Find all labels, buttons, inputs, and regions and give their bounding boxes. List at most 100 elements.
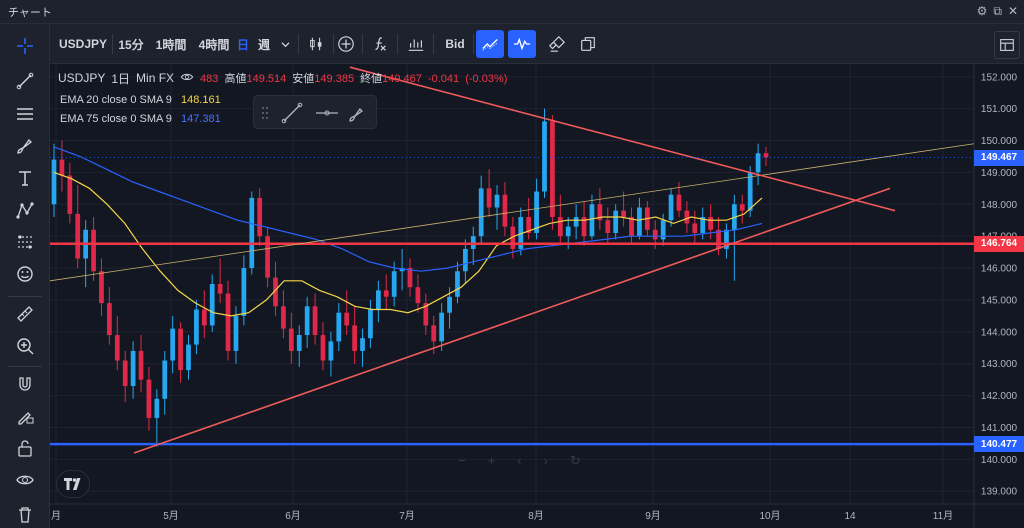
bid-button[interactable]: Bid (445, 37, 465, 51)
candle-body (138, 350, 144, 380)
crosshair-icon[interactable] (9, 32, 41, 60)
candle-body (518, 217, 524, 249)
templates-icon[interactable] (404, 30, 428, 58)
scroll-left-icon[interactable]: ‹ (517, 453, 522, 468)
reset-icon[interactable]: ↻ (569, 453, 581, 468)
candle-body (75, 213, 81, 259)
chart-legend: USDJPY 1日 Min FX 483 高値149.514 安値149.385… (58, 69, 507, 87)
chevron-down-icon[interactable] (278, 30, 292, 58)
settings-icon[interactable]: ⚙ (976, 4, 988, 18)
scroll-right-icon[interactable]: › (543, 453, 548, 468)
candle-body (114, 335, 120, 361)
window-buttons: ⚙ ⧉ ✕ (977, 4, 1018, 19)
text-icon[interactable] (9, 164, 41, 192)
timeframe-15m[interactable]: 15分 (118, 37, 144, 52)
candle-body (557, 217, 563, 237)
timeframe-daily[interactable]: 日 (236, 37, 249, 52)
candle-body (312, 306, 318, 336)
symbol-button[interactable]: USDJPY (58, 37, 108, 51)
eye-icon[interactable] (180, 70, 194, 87)
horizontal-ray-icon[interactable] (316, 110, 338, 116)
candle-body (621, 210, 626, 218)
candle-body (107, 303, 112, 336)
candle-body (700, 217, 706, 233)
unlock-icon[interactable] (9, 434, 41, 462)
pattern-icon[interactable] (9, 196, 41, 224)
candle-body (415, 287, 421, 304)
candle-body (478, 188, 484, 237)
candle-body (763, 153, 769, 158)
candle-body (383, 290, 389, 297)
line-tool-icon[interactable] (281, 102, 303, 124)
candle-body (146, 379, 152, 418)
trash-icon[interactable] (9, 500, 41, 528)
layout-icon[interactable] (576, 30, 600, 58)
trendline-lower (133, 187, 891, 454)
pulse-icon[interactable] (508, 30, 536, 58)
candle-body (581, 217, 587, 237)
brush-tool-icon[interactable] (349, 107, 364, 122)
candle-body (186, 344, 191, 371)
candle-body (368, 309, 373, 339)
candle-body (439, 312, 445, 342)
indicators-icon[interactable] (368, 30, 392, 58)
trend-icon[interactable] (476, 30, 504, 58)
horizontal-lines-icon[interactable] (9, 100, 41, 128)
candle-body (320, 335, 326, 361)
y-tick-label: 139.000 (981, 487, 1018, 498)
add-compare-icon[interactable] (335, 30, 357, 58)
x-tick-label: 11月 (933, 510, 953, 522)
candle-type-icon[interactable] (304, 30, 328, 58)
timeframe-1h[interactable]: 1時間 (155, 37, 187, 52)
candle-body (399, 268, 405, 272)
candle-body (391, 271, 397, 297)
brush-icon[interactable] (9, 132, 41, 160)
x-tick-label: 14 (844, 511, 856, 522)
ruler-icon[interactable] (9, 300, 41, 328)
zoom-out-icon[interactable]: − (458, 453, 466, 468)
magnet-icon[interactable] (9, 370, 41, 398)
y-tick-label: 151.000 (981, 104, 1018, 115)
eye-icon[interactable] (9, 466, 41, 494)
fullscreen-icon[interactable] (994, 31, 1020, 59)
y-tick-label: 143.000 (981, 359, 1018, 370)
trendline-upper (349, 66, 896, 212)
legend-high-label: 高値 (224, 73, 247, 85)
close-icon[interactable]: ✕ (1007, 4, 1018, 18)
brush-clear-icon[interactable] (544, 30, 570, 58)
candle-body (676, 194, 682, 211)
zoom-in-icon[interactable] (9, 332, 41, 360)
candle-body (494, 194, 500, 208)
emoji-icon[interactable] (9, 260, 41, 288)
candle-body (605, 220, 611, 233)
candle-body (288, 328, 294, 351)
candle-body (463, 248, 468, 272)
candle-body (241, 268, 247, 316)
legend-ema20[interactable]: EMA 20 close 0 SMA 9 148.161 (60, 94, 221, 106)
zoom-in-icon[interactable]: + (487, 453, 496, 468)
trend-line-icon[interactable] (9, 67, 41, 95)
prediction-icon[interactable] (9, 228, 41, 256)
candle-body (431, 325, 437, 342)
drag-handle-icon[interactable] (262, 107, 268, 119)
y-tick-label: 149.000 (981, 168, 1018, 179)
legend-ema75[interactable]: EMA 75 close 0 SMA 9 147.381 (60, 113, 221, 125)
candle-body (257, 197, 263, 237)
tradingview-logo (56, 470, 90, 498)
price-chart[interactable]: 152.000151.000150.000149.000148.000147.0… (50, 64, 1024, 528)
popout-icon[interactable]: ⧉ (993, 4, 1002, 18)
timeframe-weekly[interactable]: 週 (257, 37, 270, 52)
candle-body (708, 217, 713, 230)
y-tick-label: 152.000 (981, 72, 1018, 83)
candle-body (534, 191, 539, 233)
timeframe-4h[interactable]: 4時間 (198, 37, 230, 52)
candle-body (573, 217, 579, 227)
candle-body (407, 268, 413, 288)
lock-drawing-icon[interactable] (9, 402, 41, 430)
candle-body (59, 159, 65, 176)
toolbar-separator (362, 34, 363, 54)
candle-body (486, 188, 492, 208)
window-titlebar: チャート ⚙ ⧉ ✕ (0, 0, 1024, 24)
toolbar-separator (473, 34, 474, 54)
